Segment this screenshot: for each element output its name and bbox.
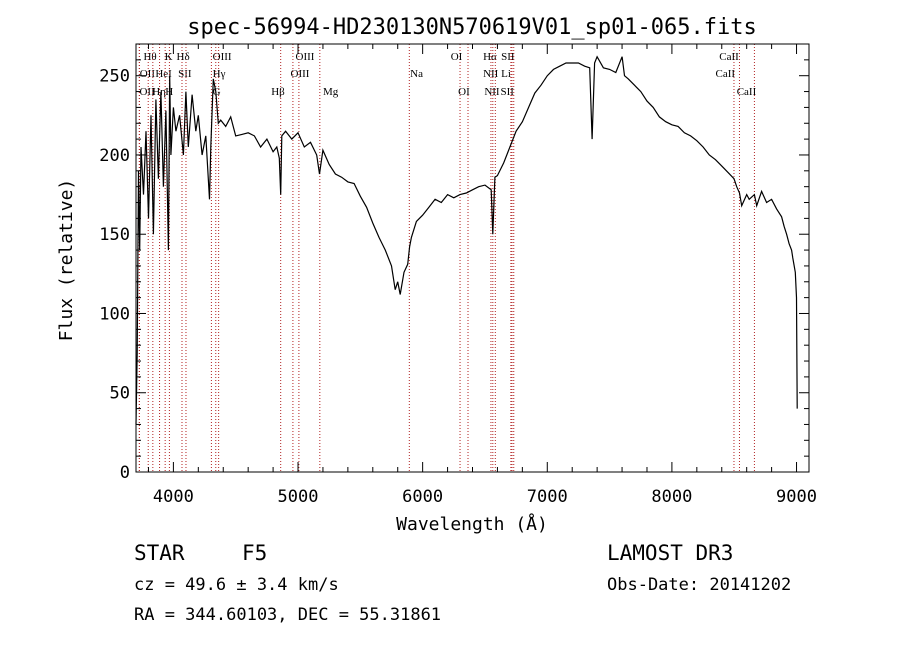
spectral-line-label: CaII [719, 51, 739, 63]
spectral-line-label: NII [484, 86, 500, 98]
y-tick-label: 100 [99, 304, 130, 324]
chart-title: spec-56994-HD230130N570619V01_sp01-065.f… [187, 15, 757, 40]
y-tick-label: 150 [99, 225, 130, 245]
spectral-line-label: OII [140, 68, 156, 80]
spectral-subclass: F5 [242, 541, 267, 565]
x-tick-label: 4000 [153, 487, 194, 507]
spectral-line-label: Hα [483, 51, 497, 63]
y-axis-label: Flux (relative) [56, 179, 77, 342]
y-axis: 0 50 100 150 200 250 [99, 43, 809, 483]
survey-name: LAMOST DR3 [607, 541, 733, 565]
spectral-line-label: CaII [737, 86, 757, 98]
spectral-line-label: Na [410, 68, 423, 80]
x-tick-label: 8000 [651, 487, 692, 507]
spectral-line-label: NII [483, 68, 499, 80]
spectral-line-label: Hγ [213, 68, 226, 80]
spectral-line-label: Hβ [271, 86, 285, 98]
plot-frame [135, 43, 810, 473]
spectral-line-label: OI [451, 51, 463, 63]
spectral-line-label: Hθ [143, 51, 156, 63]
x-tick-label: 7000 [527, 487, 568, 507]
x-tick-label: 5000 [278, 487, 319, 507]
spectral-line-label: OIII [296, 51, 315, 63]
spectral-line-label: K [165, 51, 173, 63]
spectral-line-label: CaII [716, 68, 736, 80]
spectral-line-label: OII [139, 86, 155, 98]
observation-date: Obs-Date: 20141202 [607, 575, 791, 595]
spectral-line-label: SII [501, 86, 515, 98]
y-tick-label: 200 [99, 146, 130, 166]
y-tick-label: 0 [120, 463, 130, 483]
y-tick-label: 50 [110, 384, 130, 404]
spectral-line-label: G [213, 86, 221, 98]
x-tick-label: 9000 [776, 487, 817, 507]
y-tick-label: 250 [99, 67, 130, 87]
spectrum-line [135, 55, 798, 425]
spectral-line-label: OIII [291, 68, 310, 80]
spectral-line-label: SII [501, 51, 515, 63]
object-type: STAR [134, 541, 185, 565]
x-axis-label: Wavelength (Å) [396, 513, 548, 535]
spectral-line-label: OI [458, 86, 470, 98]
spectral-line-label: Mg [323, 86, 339, 98]
spectral-line-label: Hδ [177, 51, 190, 63]
spectral-line-label: Li [501, 68, 511, 80]
spectral-line-label: OIII [213, 51, 232, 63]
ra-dec: RA = 344.60103, DEC = 55.31861 [134, 605, 441, 625]
spectral-line-label: HeI [155, 68, 172, 80]
spectral-line-label: SII [178, 68, 192, 80]
x-axis: 4000 5000 6000 7000 8000 9000 [147, 44, 817, 507]
redshift-cz: cz = 49.6 ± 3.4 km/s [134, 575, 339, 595]
x-tick-label: 6000 [402, 487, 443, 507]
